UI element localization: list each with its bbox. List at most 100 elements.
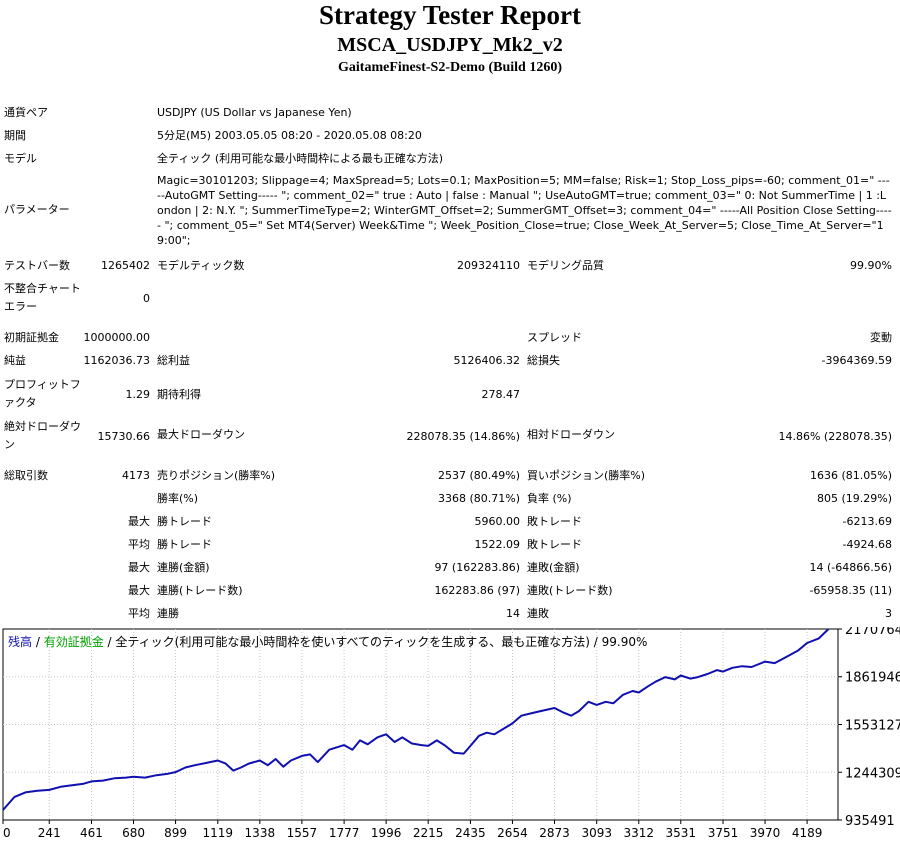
deposit-label: 初期証拠金 <box>4 331 59 344</box>
symbol-label: 通貨ペア <box>4 106 48 119</box>
y-tick-label: 2170764 <box>845 627 900 638</box>
avg-loss-value: -4924.68 <box>842 538 892 551</box>
x-tick-label: 1119 <box>203 826 234 840</box>
pf-label: プロフィットファクタ <box>4 378 81 409</box>
x-tick-label: 1557 <box>287 826 318 840</box>
x-tick-label: 3312 <box>623 826 654 840</box>
avg-cons-win-value: 14 <box>506 607 520 620</box>
loss-label: 負率 (%) <box>527 492 572 505</box>
gross-loss-label: 総損失 <box>527 354 560 367</box>
trades-value: 4173 <box>122 469 150 482</box>
x-tick-label: 1777 <box>329 826 360 840</box>
avg-cons-loss-label: 連敗 <box>527 607 549 620</box>
report-title: Strategy Tester Report <box>319 0 581 30</box>
x-tick-label: 3531 <box>666 826 697 840</box>
avg-cons-win-label: 連勝 <box>157 607 179 620</box>
net-label: 純益 <box>4 354 26 367</box>
x-tick-label: 2215 <box>413 826 444 840</box>
largest-label-3: 最大 <box>128 584 150 597</box>
model-label: モデル <box>4 152 37 165</box>
y-tick-label: 935491 <box>845 814 895 829</box>
legend-separator-1: / <box>32 635 44 649</box>
average-label-2: 平均 <box>128 607 150 620</box>
x-tick-label: 3970 <box>750 826 781 840</box>
gross-profit-value: 5126406.32 <box>453 354 520 367</box>
max-loss-label: 敗トレード <box>527 515 582 528</box>
quality-value: 99.90% <box>850 259 892 272</box>
average-label: 平均 <box>128 538 150 551</box>
net-value: 1162036.73 <box>83 354 150 367</box>
cons-win-cnt-value: 162283.86 (97) <box>434 584 520 597</box>
balance-chart-svg: 2170764 1861946 1553127 1244309 935491 0 241 46… <box>2 627 900 840</box>
x-tick-label: 3751 <box>708 826 739 840</box>
params-label: パラメーター <box>4 203 70 216</box>
gross-loss-value: -3964369.59 <box>821 354 892 367</box>
x-tick-label: 241 <box>38 826 61 840</box>
x-tick-label: 0 <box>3 826 11 840</box>
bars-label: テストバー数 <box>4 259 70 272</box>
avg-cons-loss-value: 3 <box>885 607 892 620</box>
loss-value: 805 (19.29%) <box>816 492 892 505</box>
x-tick-label: 461 <box>80 826 103 840</box>
model-value: 全ティック (利用可能な最小時間枠による最も正確な方法) <box>157 152 444 165</box>
max-loss-value: -6213.69 <box>842 515 892 528</box>
period-label: 期間 <box>4 129 26 142</box>
balance-line <box>2 628 830 811</box>
abs-dd-value: 15730.66 <box>97 430 151 443</box>
cons-loss-cnt-value: -65958.35 (11) <box>809 584 892 597</box>
x-tick-label: 899 <box>164 826 187 840</box>
legend-equity: 有効証拠金 <box>43 635 104 649</box>
win-value: 3368 (80.71%) <box>437 492 520 505</box>
x-tick-label: 2435 <box>455 826 486 840</box>
max-win-label: 勝トレード <box>157 515 212 528</box>
y-tick-label: 1244309 <box>845 766 900 781</box>
quality-label: モデリング品質 <box>527 259 604 272</box>
pf-value: 1.29 <box>125 388 151 401</box>
ticks-value: 209324110 <box>457 259 520 272</box>
long-value: 1636 (81.05%) <box>809 469 892 482</box>
max-dd-label: 最大ドローダウン <box>157 428 245 441</box>
spread-value: 変動 <box>870 331 892 344</box>
avg-win-value: 1522.09 <box>474 538 521 551</box>
x-tick-label: 3093 <box>581 826 612 840</box>
abs-dd-label: 絶対ドローダウン <box>4 420 81 451</box>
cons-loss-amt-value: 14 (-64866.56) <box>809 561 892 574</box>
legend-separator-2: / <box>103 635 116 649</box>
mismatch-label: 不整合チャートエラー <box>4 282 81 313</box>
y-tick-label: 1553127 <box>845 719 900 734</box>
gross-profit-label: 総利益 <box>157 354 190 367</box>
server-name: GaitameFinest-S2-Demo (Build 1260) <box>338 60 562 75</box>
win-label: 勝率(%) <box>157 492 199 505</box>
cons-loss-cnt-label: 連敗(トレード数) <box>527 584 613 597</box>
x-tick-label: 680 <box>122 826 145 840</box>
balance-chart: 2170764 1861946 1553127 1244309 935491 0 241 46… <box>0 627 900 850</box>
avg-win-label: 勝トレード <box>157 538 212 551</box>
chart-legend: 残高 / 有効証拠金 / 全ティック(利用可能な最小時間枠を使いすべてのティック… <box>8 633 647 650</box>
cons-win-cnt-label: 連勝(トレード数) <box>157 584 243 597</box>
expert-name: MSCA_USDJPY_Mk2_v2 <box>337 34 563 56</box>
largest-label-2: 最大 <box>128 561 150 574</box>
long-label: 買いポジション(勝率%) <box>527 469 646 482</box>
largest-label: 最大 <box>128 515 150 528</box>
short-value: 2537 (80.49%) <box>437 469 520 482</box>
rel-dd-label: 相対ドローダウン <box>527 428 615 441</box>
x-tick-label: 2873 <box>539 826 570 840</box>
cons-win-amt-label: 連勝(金額) <box>157 561 210 574</box>
period-value: 5分足(M5) 2003.05.05 08:20 - 2020.05.08 08… <box>157 129 422 142</box>
x-tick-label: 2654 <box>497 826 528 840</box>
deposit-value: 1000000.00 <box>83 331 150 344</box>
cons-win-amt-value: 97 (162283.86) <box>434 561 520 574</box>
trades-label: 総取引数 <box>4 469 48 482</box>
bars-value: 1265402 <box>101 259 150 272</box>
max-win-value: 5960.00 <box>474 515 521 528</box>
params-value: Magic=30101203; Slippage=4; MaxSpread=5;… <box>157 174 892 247</box>
avg-loss-label: 敗トレード <box>527 538 582 551</box>
short-label: 売りポジション(勝率%) <box>157 469 276 482</box>
expected-label: 期待利得 <box>157 388 201 401</box>
x-tick-label: 1338 <box>245 826 276 840</box>
expected-value: 278.47 <box>481 388 521 401</box>
legend-balance: 残高 <box>8 635 33 649</box>
x-tick-label: 4189 <box>792 826 823 840</box>
legend-model-quality: 全ティック(利用可能な最小時間枠を使いすべてのティックを生成する、最も正確な方法… <box>115 635 648 649</box>
rel-dd-value: 14.86% (228078.35) <box>778 430 892 443</box>
